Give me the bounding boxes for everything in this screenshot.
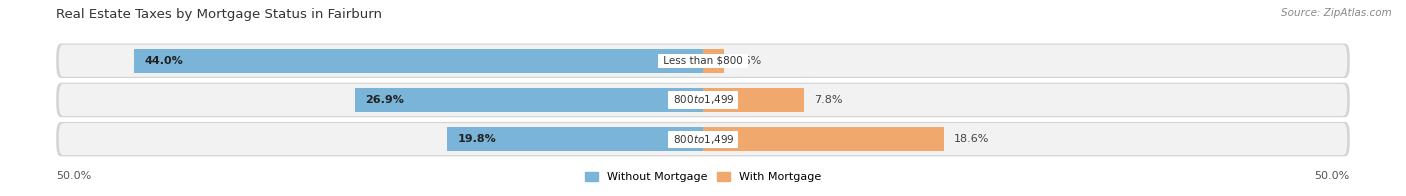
Bar (356, 88, 703, 112)
Text: 19.8%: 19.8% (457, 134, 496, 144)
Bar (703, 127, 943, 151)
Bar (703, 49, 724, 73)
Text: 1.6%: 1.6% (734, 56, 762, 66)
Text: Source: ZipAtlas.com: Source: ZipAtlas.com (1281, 8, 1392, 18)
Text: 44.0%: 44.0% (145, 56, 183, 66)
Text: 50.0%: 50.0% (56, 171, 91, 181)
Text: 50.0%: 50.0% (1315, 171, 1350, 181)
FancyBboxPatch shape (56, 83, 1350, 117)
Text: 18.6%: 18.6% (953, 134, 990, 144)
FancyBboxPatch shape (59, 123, 1347, 155)
FancyBboxPatch shape (56, 122, 1350, 156)
Text: Real Estate Taxes by Mortgage Status in Fairburn: Real Estate Taxes by Mortgage Status in … (56, 8, 382, 21)
FancyBboxPatch shape (56, 44, 1350, 78)
Text: 26.9%: 26.9% (366, 95, 405, 105)
FancyBboxPatch shape (59, 45, 1347, 77)
Text: Less than $800: Less than $800 (659, 56, 747, 66)
Text: $800 to $1,499: $800 to $1,499 (671, 93, 735, 106)
Text: 7.8%: 7.8% (814, 95, 842, 105)
Text: $800 to $1,499: $800 to $1,499 (671, 133, 735, 146)
Bar (703, 88, 804, 112)
FancyBboxPatch shape (59, 84, 1347, 116)
Bar (134, 49, 703, 73)
Legend: Without Mortgage, With Mortgage: Without Mortgage, With Mortgage (581, 167, 825, 187)
Bar (447, 127, 703, 151)
